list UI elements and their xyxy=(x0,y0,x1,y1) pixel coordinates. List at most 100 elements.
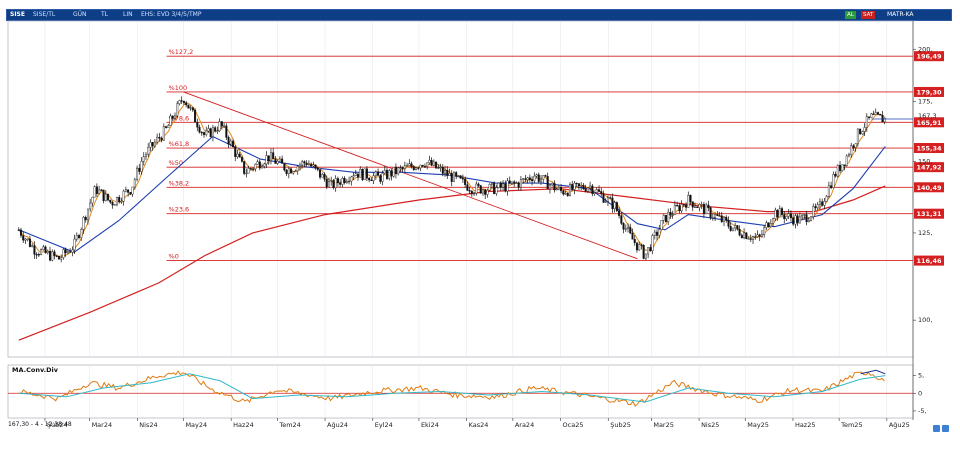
candle-body xyxy=(428,159,431,163)
candle-body xyxy=(352,175,355,178)
candle-body xyxy=(211,127,214,138)
x-tick-label: Eyl24 xyxy=(375,421,393,429)
candle-body xyxy=(401,167,404,169)
toolbar-item-period[interactable]: GÜN xyxy=(73,11,87,18)
candle-body xyxy=(310,164,313,167)
candle-body xyxy=(44,246,47,254)
candle-body xyxy=(870,113,873,118)
toolbar-item-settings[interactable]: EHS: EVD 3/4/5/TMP xyxy=(141,11,202,18)
candle-body xyxy=(624,228,627,230)
candle-body xyxy=(287,168,290,174)
candle-body xyxy=(189,107,192,109)
candle-body xyxy=(256,161,259,165)
sell-button[interactable]: SAT xyxy=(861,11,876,19)
candle-body xyxy=(767,222,770,228)
candle-body xyxy=(642,245,645,259)
toolbar-right-label[interactable]: MATR-KA xyxy=(887,11,914,18)
symbol-label[interactable]: SISE xyxy=(10,11,25,18)
candle-body xyxy=(738,229,741,236)
candle-body xyxy=(31,245,34,247)
candle-body xyxy=(24,238,27,241)
candle-body xyxy=(490,182,493,185)
candle-body xyxy=(573,182,576,190)
candle-body xyxy=(729,226,732,231)
candle-body xyxy=(89,202,92,210)
candle-body xyxy=(406,165,409,167)
candle-body xyxy=(20,229,23,236)
candle-body xyxy=(664,214,667,222)
candle-body xyxy=(450,173,453,182)
candle-body xyxy=(236,153,239,157)
fib-level-label: %78,6 xyxy=(169,114,190,122)
candle-body xyxy=(658,229,661,236)
candle-body xyxy=(720,215,723,222)
candle-body xyxy=(345,181,348,183)
candle-body xyxy=(124,189,127,192)
oscillator-y-tick-label: 0 xyxy=(918,389,922,397)
candle-body xyxy=(412,166,415,170)
buy-button[interactable]: AL xyxy=(845,11,856,19)
candle-body xyxy=(238,153,241,158)
fib-price-tag xyxy=(914,182,944,193)
candle-body xyxy=(604,201,607,203)
candle-body xyxy=(113,204,116,206)
candle-body xyxy=(868,116,871,118)
candle-body xyxy=(832,174,835,188)
candle-body xyxy=(49,250,52,261)
fib-level-label: %38,2 xyxy=(169,179,190,187)
candle-body xyxy=(818,201,821,205)
candle-body xyxy=(577,183,580,187)
candle-body xyxy=(17,229,20,231)
toolbar-item-symbol[interactable]: SISE/TL xyxy=(33,11,56,18)
toolbar-item-scale[interactable]: LIN xyxy=(123,11,133,18)
candle-body xyxy=(381,173,384,182)
oscillator-panel-frame xyxy=(7,364,914,419)
oscillator-title: MA.Conv.Div xyxy=(12,366,59,374)
candle-body xyxy=(432,161,435,166)
candle-body xyxy=(743,232,746,239)
moving-average-long xyxy=(18,185,886,341)
fib-price-tag-label: 155,34 xyxy=(916,145,942,153)
candle-body xyxy=(227,137,230,145)
candle-body xyxy=(334,178,337,188)
x-tick-label: Nis25 xyxy=(701,421,719,429)
candle-body xyxy=(805,214,808,223)
candle-body xyxy=(138,167,141,172)
candle-body xyxy=(252,168,255,170)
candle-body xyxy=(269,152,272,162)
candle-body xyxy=(408,163,411,166)
candle-body xyxy=(571,184,574,190)
fib-level-label: %127,2 xyxy=(169,48,194,56)
candle-body xyxy=(46,250,49,254)
candle-body xyxy=(756,234,759,237)
candle-body xyxy=(37,254,40,256)
candle-body xyxy=(323,174,326,180)
candle-body xyxy=(392,167,395,177)
candle-body xyxy=(776,209,779,218)
candle-body xyxy=(464,178,467,185)
candle-body xyxy=(845,155,848,166)
candle-body xyxy=(615,202,618,212)
scroll-left-button[interactable] xyxy=(933,425,940,432)
candle-body xyxy=(111,202,114,206)
x-tick-label: Ağu24 xyxy=(327,421,348,429)
candle-body xyxy=(455,172,458,177)
candle-body xyxy=(620,215,623,224)
candle-body xyxy=(669,211,672,216)
candle-body xyxy=(470,190,473,195)
scroll-right-button[interactable] xyxy=(942,425,949,432)
candle-body xyxy=(609,197,612,199)
candle-body xyxy=(515,182,518,184)
candle-body xyxy=(319,169,322,178)
candle-body xyxy=(35,254,38,256)
candle-body xyxy=(582,185,585,190)
candle-body xyxy=(115,197,118,205)
candle-body xyxy=(640,244,643,246)
candle-body xyxy=(53,251,56,257)
candle-body xyxy=(69,251,72,253)
toolbar-item-currency[interactable]: TL xyxy=(101,11,109,18)
candle-body xyxy=(493,182,496,194)
candle-body xyxy=(274,158,277,164)
candle-body xyxy=(651,235,654,251)
